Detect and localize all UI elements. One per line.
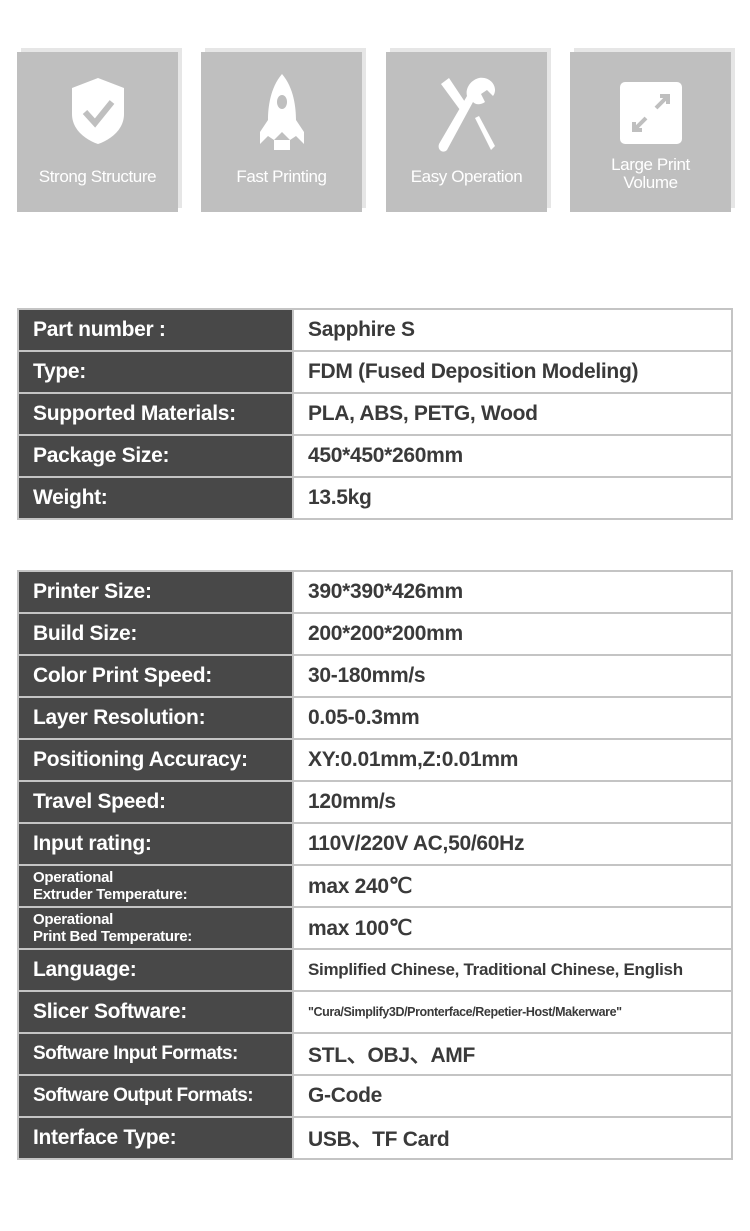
- spec-row: Layer Resolution: 0.05-0.3mm: [17, 696, 733, 740]
- feature-card-fast-printing: Fast Printing: [201, 52, 362, 212]
- spec-label: Language:: [17, 948, 294, 992]
- spec-value: USB、TF Card: [292, 1116, 733, 1160]
- spec-value: max 240℃: [292, 864, 733, 908]
- feature-label: Fast Printing: [236, 167, 327, 186]
- spec-row: Interface Type: USB、TF Card: [17, 1116, 733, 1160]
- spec-row: Operational Extruder Temperature: max 240℃: [17, 864, 733, 908]
- spec-row: Software Output Formats: G-Code: [17, 1074, 733, 1118]
- spec-label: Printer Size:: [17, 570, 294, 614]
- spec-value: 200*200*200mm: [292, 612, 733, 656]
- spec-value: "Cura/Simplify3D/Pronterface/Repetier-Ho…: [292, 990, 733, 1034]
- spec-label: Color Print Speed:: [17, 654, 294, 698]
- spec-row: Input rating: 110V/220V AC,50/60Hz: [17, 822, 733, 866]
- spec-value: Sapphire S: [292, 308, 733, 352]
- tools-icon: [438, 77, 495, 152]
- spec-label: Operational Print Bed Temperature:: [17, 906, 294, 950]
- feature-card-large-print-volume: Large Print Volume: [570, 52, 731, 212]
- spec-label: Weight:: [17, 476, 294, 520]
- spec-label: Type:: [17, 350, 294, 394]
- spec-row: Color Print Speed: 30-180mm/s: [17, 654, 733, 698]
- spec-value: XY:0.01mm,Z:0.01mm: [292, 738, 733, 782]
- rocket-icon: [259, 74, 304, 150]
- spec-label: Input rating:: [17, 822, 294, 866]
- spec-value: 450*450*260mm: [292, 434, 733, 478]
- spec-row: Supported Materials: PLA, ABS, PETG, Wood: [17, 392, 733, 436]
- feature-label: Strong Structure: [38, 167, 157, 186]
- spec-row: Weight: 13.5kg: [17, 476, 733, 520]
- spec-value: STL、OBJ、AMF: [292, 1032, 733, 1076]
- spec-row: Travel Speed: 120mm/s: [17, 780, 733, 824]
- spec-row: Build Size: 200*200*200mm: [17, 612, 733, 656]
- spec-label: Interface Type:: [17, 1116, 294, 1160]
- spec-value: FDM (Fused Deposition Modeling): [292, 350, 733, 394]
- spec-value: max 100℃: [292, 906, 733, 950]
- spec-value: 30-180mm/s: [292, 654, 733, 698]
- spec-row: Language: Simplified Chinese, Traditional…: [17, 948, 733, 992]
- spec-row: Positioning Accuracy: XY:0.01mm,Z:0.01mm: [17, 738, 733, 782]
- spec-value: 13.5kg: [292, 476, 733, 520]
- shield-check-icon: [71, 78, 124, 144]
- expand-icon: [619, 82, 682, 144]
- spec-label: Operational Extruder Temperature:: [17, 864, 294, 908]
- spec-value: PLA, ABS, PETG, Wood: [292, 392, 733, 436]
- spec-label: Positioning Accuracy:: [17, 738, 294, 782]
- spec-value: 0.05-0.3mm: [292, 696, 733, 740]
- spec-label: Software Input Formats:: [17, 1032, 294, 1076]
- spec-label: Build Size:: [17, 612, 294, 656]
- spec-value: 120mm/s: [292, 780, 733, 824]
- spec-row: Type: FDM (Fused Deposition Modeling): [17, 350, 733, 394]
- spec-row: Operational Print Bed Temperature: max 100…: [17, 906, 733, 950]
- spec-label: Travel Speed:: [17, 780, 294, 824]
- feature-card-easy-operation: Easy Operation: [386, 52, 547, 212]
- feature-card-strong-structure: Strong Structure: [17, 52, 178, 212]
- spec-row: Slicer Software: "Cura/Simplify3D/Pronter…: [17, 990, 733, 1034]
- spec-label: Slicer Software:: [17, 990, 294, 1034]
- spec-row: Part number : Sapphire S: [17, 308, 733, 352]
- spec-label: Package Size:: [17, 434, 294, 478]
- spec-row: Software Input Formats: STL、OBJ、AMF: [17, 1032, 733, 1076]
- feature-label: Easy Operation: [410, 167, 523, 186]
- spec-label: Part number :: [17, 308, 294, 352]
- spec-table-general: Part number : Sapphire S Type: FDM (Fused D…: [17, 308, 733, 520]
- spec-label: Layer Resolution:: [17, 696, 294, 740]
- feature-label: Large Print Volume: [611, 155, 690, 192]
- spec-row: Package Size: 450*450*260mm: [17, 434, 733, 478]
- spec-row: Printer Size: 390*390*426mm: [17, 570, 733, 614]
- spec-label: Software Output Formats:: [17, 1074, 294, 1118]
- spec-value: 110V/220V AC,50/60Hz: [292, 822, 733, 866]
- spec-value: 390*390*426mm: [292, 570, 733, 614]
- spec-label: Supported Materials:: [17, 392, 294, 436]
- spec-value: G-Code: [292, 1074, 733, 1118]
- spec-table-printer: Printer Size: 390*390*426mm Build Size: 200…: [17, 570, 733, 1160]
- spec-value: Simplified Chinese, Traditional Chinese,…: [292, 948, 733, 992]
